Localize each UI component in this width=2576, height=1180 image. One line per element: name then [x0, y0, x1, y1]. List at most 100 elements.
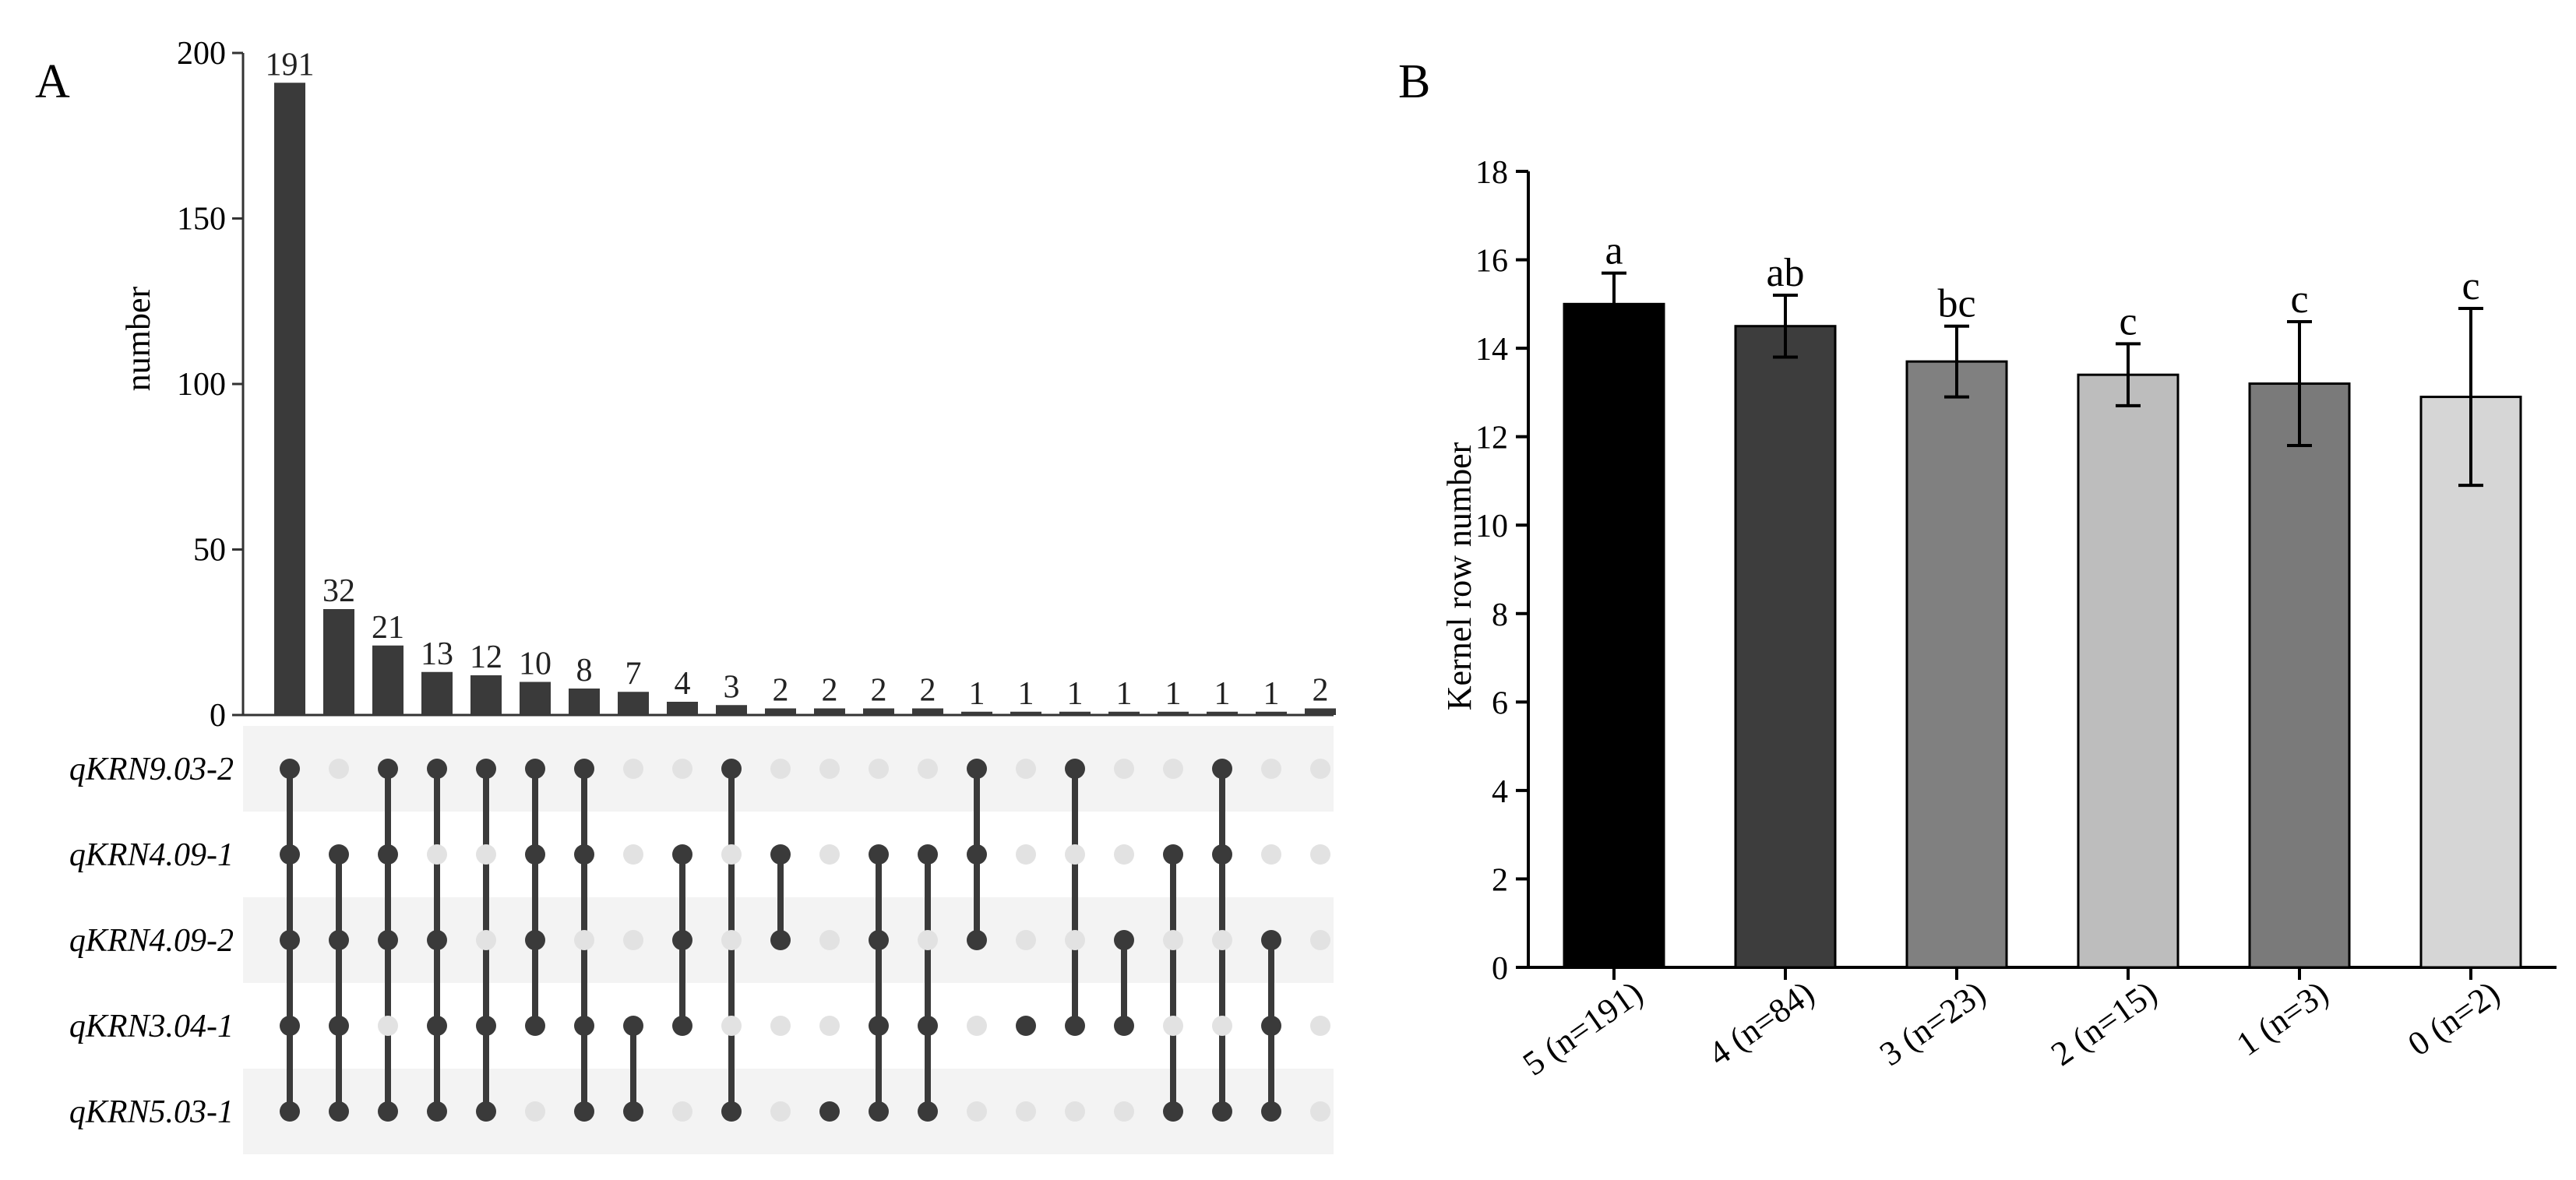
bar-y-tick-label: 2: [1492, 862, 1508, 898]
upset-bar-value: 1: [1165, 676, 1182, 712]
upset-dot-inactive: [1261, 759, 1281, 779]
upset-bar: [1108, 711, 1140, 715]
upset-matrix: qKRN9.03-2 qKRN4.09-1 qKRN4.09-2 qKRN3.04-1…: [69, 726, 1334, 1154]
upset-dot-inactive: [721, 1016, 742, 1036]
significance-label: ab: [1766, 251, 1804, 295]
upset-dot-active: [1065, 759, 1085, 779]
upset-dot-active: [525, 1016, 545, 1036]
upset-bar-value: 8: [576, 653, 593, 689]
upset-bar: [1010, 711, 1041, 715]
upset-dot-inactive: [427, 844, 447, 865]
bar: [2248, 382, 2351, 969]
upset-bar-value: 21: [372, 610, 404, 646]
upset-bar-value: 2: [822, 673, 838, 709]
upset-y-tick-label: 100: [177, 367, 226, 403]
bar-x-tick-label: 3 (n=23): [1873, 974, 1993, 1073]
upset-bar: [520, 682, 551, 715]
upset-dot-active: [280, 759, 300, 779]
upset-dot-active: [819, 1101, 840, 1122]
upset-dot-inactive: [574, 930, 594, 950]
upset-dot-inactive: [770, 1016, 791, 1036]
upset-dot-inactive: [1016, 1101, 1036, 1122]
upset-bar: [421, 671, 453, 715]
upset-dot-active: [869, 1016, 889, 1036]
upset-dot-inactive: [623, 759, 643, 779]
bar-x-tick-label: 0 (n=2): [2401, 974, 2507, 1063]
upset-bar: [1305, 708, 1336, 715]
upset-bar-value: 3: [724, 669, 740, 705]
upset-dot-inactive: [1016, 844, 1036, 865]
bar: [1734, 325, 1837, 969]
upset-dot-active: [1114, 1016, 1134, 1036]
upset-dot-active: [574, 844, 594, 865]
upset-dot-active: [1016, 1016, 1036, 1036]
upset-dot-inactive: [1114, 759, 1134, 779]
upset-bar-value: 4: [675, 666, 691, 702]
upset-dot-active: [378, 759, 398, 779]
upset-dot-active: [1261, 930, 1281, 950]
bar-y-tick-label: 12: [1475, 421, 1508, 456]
upset-dot-active: [1212, 844, 1232, 865]
upset-dot-inactive: [672, 1101, 692, 1122]
upset-dot-inactive: [1065, 930, 1085, 950]
upset-dot-inactive: [1261, 844, 1281, 865]
upset-dot-active: [574, 759, 594, 779]
upset-dot-active: [869, 930, 889, 950]
upset-dot-active: [721, 1101, 742, 1122]
upset-dot-inactive: [476, 844, 496, 865]
upset-dot-active: [1261, 1101, 1281, 1122]
upset-bar-value: 10: [519, 646, 551, 682]
upset-bar: [814, 708, 845, 715]
upset-dot-inactive: [1310, 759, 1330, 779]
upset-dot-active: [623, 1016, 643, 1036]
upset-dot-active: [525, 930, 545, 950]
significance-label: bc: [1937, 282, 1975, 326]
upset-y-tick-label: 150: [177, 202, 226, 238]
bar: [1905, 360, 2008, 969]
upset-bar: [863, 708, 894, 715]
upset-dot-active: [329, 1016, 349, 1036]
upset-bar: [961, 711, 992, 715]
upset-dot-inactive: [869, 759, 889, 779]
upset-bar: [667, 702, 698, 715]
upset-set-label: qKRN5.03-1: [69, 1094, 234, 1130]
upset-dot-active: [721, 759, 742, 779]
upset-dot-inactive: [476, 930, 496, 950]
upset-dot-inactive: [623, 930, 643, 950]
upset-bar-value: 2: [871, 673, 887, 709]
upset-bar: [372, 645, 403, 715]
upset-bar-value: 1: [1214, 676, 1231, 712]
upset-dot-active: [672, 1016, 692, 1036]
upset-dot-inactive: [1163, 1016, 1183, 1036]
upset-dot-active: [329, 930, 349, 950]
upset-dot-active: [918, 1016, 938, 1036]
upset-dot-inactive: [1016, 930, 1036, 950]
upset-bar-value: 7: [625, 656, 642, 692]
upset-dot-active: [280, 844, 300, 865]
bar-y-tick-label: 16: [1475, 244, 1508, 280]
upset-dot-inactive: [1310, 1101, 1330, 1122]
significance-label: a: [1605, 229, 1623, 273]
upset-bar-value: 2: [1313, 673, 1329, 709]
bar-y-tick-label: 8: [1492, 597, 1508, 633]
bar-y-tick-label: 14: [1475, 332, 1508, 368]
upset-bar-value: 1: [969, 676, 985, 712]
upset-bar-value: 13: [421, 636, 453, 672]
bar-y-tick-label: 10: [1475, 509, 1508, 544]
upset-dot-active: [1065, 1016, 1085, 1036]
upset-dot-active: [623, 1101, 643, 1122]
upset-dot-inactive: [918, 930, 938, 950]
upset-dot-inactive: [1016, 759, 1036, 779]
upset-dot-active: [280, 1101, 300, 1122]
bar-y-tick-label: 0: [1492, 951, 1508, 987]
upset-bar: [1158, 711, 1189, 715]
upset-bar: [1256, 711, 1287, 715]
bar: [1563, 302, 1665, 969]
upset-set-label: qKRN3.04-1: [69, 1009, 234, 1044]
upset-bar-value: 1: [1116, 676, 1133, 712]
upset-dot-inactive: [721, 844, 742, 865]
significance-label: c: [2119, 299, 2137, 343]
bar-series: a 5 (n=191) ab 4 (n=84) bc 3 (n=23) c 2 (n=15) c…: [1516, 229, 2522, 1083]
bar-y-tick-label: 6: [1492, 685, 1508, 721]
